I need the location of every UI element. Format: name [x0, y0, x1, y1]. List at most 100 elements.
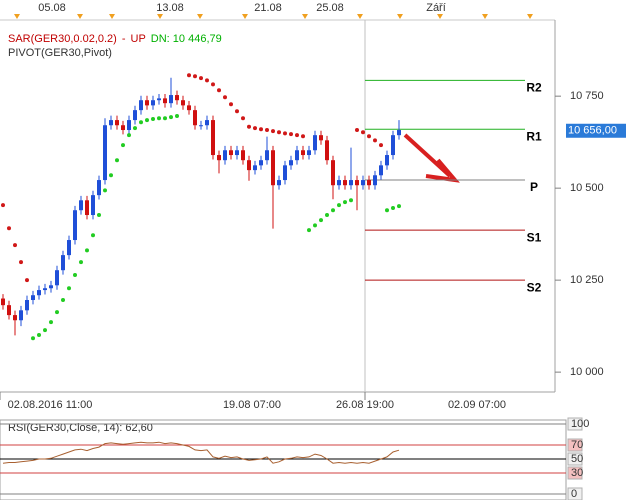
candle-body	[163, 98, 167, 104]
sar-dot	[325, 213, 329, 218]
candle-body	[337, 180, 341, 186]
sar-dot	[349, 198, 353, 203]
candle-body	[289, 160, 293, 166]
sar-dot	[265, 128, 269, 133]
candle-body	[25, 300, 29, 311]
candle-body	[373, 175, 377, 186]
sar-dot	[133, 126, 137, 131]
top-date-label: 21.08	[254, 2, 282, 14]
candle-body	[85, 200, 89, 216]
candle-body	[361, 180, 365, 186]
legend-item: UP	[131, 33, 146, 45]
candle-body	[223, 150, 227, 161]
sar-dot	[277, 130, 281, 135]
rsi-tick-box	[567, 452, 583, 466]
sar-dot	[319, 218, 323, 223]
sar-dot	[283, 131, 287, 136]
sar-dot	[355, 128, 359, 133]
sar-dot	[109, 173, 113, 178]
sar-dot	[19, 260, 23, 265]
sar-dot	[247, 124, 251, 129]
sar-dot	[271, 129, 275, 134]
sar-dot	[193, 74, 197, 79]
candle-body	[133, 110, 137, 121]
candle-body	[157, 98, 161, 101]
rsi-tick-box	[567, 438, 583, 452]
candle-body	[109, 120, 113, 126]
sar-dot	[7, 226, 11, 231]
sar-dot	[379, 143, 383, 148]
candle-body	[307, 150, 311, 156]
x-tick-label: 19.08 07:00	[223, 399, 281, 411]
top-date-label: 05.08	[38, 2, 66, 14]
sar-dot	[235, 109, 239, 114]
candle-body	[277, 180, 281, 186]
sar-dot	[253, 126, 257, 131]
sar-dot	[199, 76, 203, 81]
sar-dot	[337, 203, 341, 208]
sar-dot	[373, 138, 377, 143]
arrow	[403, 133, 452, 178]
candle-body	[301, 150, 305, 156]
candle-body	[43, 288, 47, 291]
candle-body	[175, 95, 179, 101]
candle-body	[1, 298, 5, 306]
candle-body	[313, 135, 317, 151]
legend: SAR(GER30,0.02,0.2) - UP DN: 10 446,79	[8, 33, 222, 45]
rsi-tick-box	[567, 487, 583, 500]
pivot-label: S2	[527, 280, 542, 294]
last-price-box	[566, 123, 626, 138]
candle-body	[283, 165, 287, 181]
candle-body	[199, 125, 203, 127]
candle-body	[331, 160, 335, 186]
sar-dot	[25, 278, 29, 283]
sar-dot	[85, 248, 89, 253]
y-tick-label: 10 000	[570, 366, 604, 378]
sar-dot	[187, 73, 191, 78]
sar-dot	[385, 208, 389, 213]
sar-dot	[13, 243, 17, 248]
sar-dot	[91, 233, 95, 238]
candle-body	[19, 310, 23, 321]
candle-body	[37, 290, 41, 296]
rsi-tick-label: 30	[571, 467, 583, 479]
sar-dot	[229, 102, 233, 107]
sar-dot	[31, 336, 35, 341]
sar-dot	[49, 320, 53, 325]
sar-dot	[103, 188, 107, 193]
top-date-label: 13.08	[156, 2, 184, 14]
candle-body	[367, 180, 371, 186]
sar-dot	[217, 88, 221, 93]
rsi-tick-label: 50	[571, 453, 583, 465]
rsi-tick-box	[567, 417, 583, 431]
sar-dot	[55, 310, 59, 315]
sar-dot	[127, 133, 131, 138]
y-tick-label: 10 750	[570, 90, 604, 102]
candle-body	[127, 120, 131, 131]
sar-dot	[67, 286, 71, 291]
sar-dot	[1, 203, 5, 208]
candle-body	[187, 105, 191, 111]
candle-body	[391, 135, 395, 156]
sar-dot	[205, 78, 209, 83]
sar-dot	[259, 127, 263, 132]
sar-dot	[175, 114, 179, 119]
legend-item: -	[122, 33, 126, 45]
candle-body	[115, 120, 119, 126]
candle-body	[91, 195, 95, 216]
top-date-label: Září	[426, 2, 446, 14]
rsi-title: RSI(GER30,Close, 14): 62,60	[8, 422, 153, 434]
candle-body	[31, 295, 35, 301]
candle-body	[349, 180, 353, 186]
candle-body	[235, 150, 239, 156]
candle-body	[169, 95, 173, 104]
event-markers	[14, 14, 533, 19]
candle-body	[217, 155, 221, 161]
rsi-tick-label: 70	[571, 439, 583, 451]
x-tick-label: 02.08.2016 11:00	[8, 399, 93, 411]
candle-body	[49, 285, 53, 289]
candle-body	[67, 240, 71, 256]
rsi-tick-label: 100	[571, 418, 589, 430]
